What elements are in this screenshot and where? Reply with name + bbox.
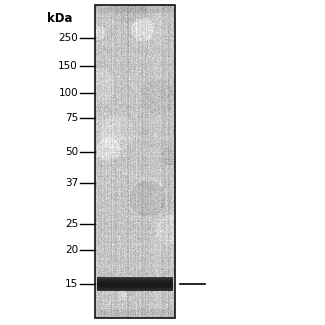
- Bar: [95, 5, 175, 318]
- Text: 20: 20: [65, 245, 78, 255]
- Text: 37: 37: [65, 178, 78, 188]
- Text: 75: 75: [65, 113, 78, 123]
- Text: 15: 15: [65, 279, 78, 289]
- Text: 150: 150: [58, 61, 78, 71]
- Text: 250: 250: [58, 33, 78, 43]
- Text: 25: 25: [65, 219, 78, 229]
- Text: kDa: kDa: [47, 12, 73, 25]
- Text: 100: 100: [58, 88, 78, 98]
- Text: 50: 50: [65, 147, 78, 157]
